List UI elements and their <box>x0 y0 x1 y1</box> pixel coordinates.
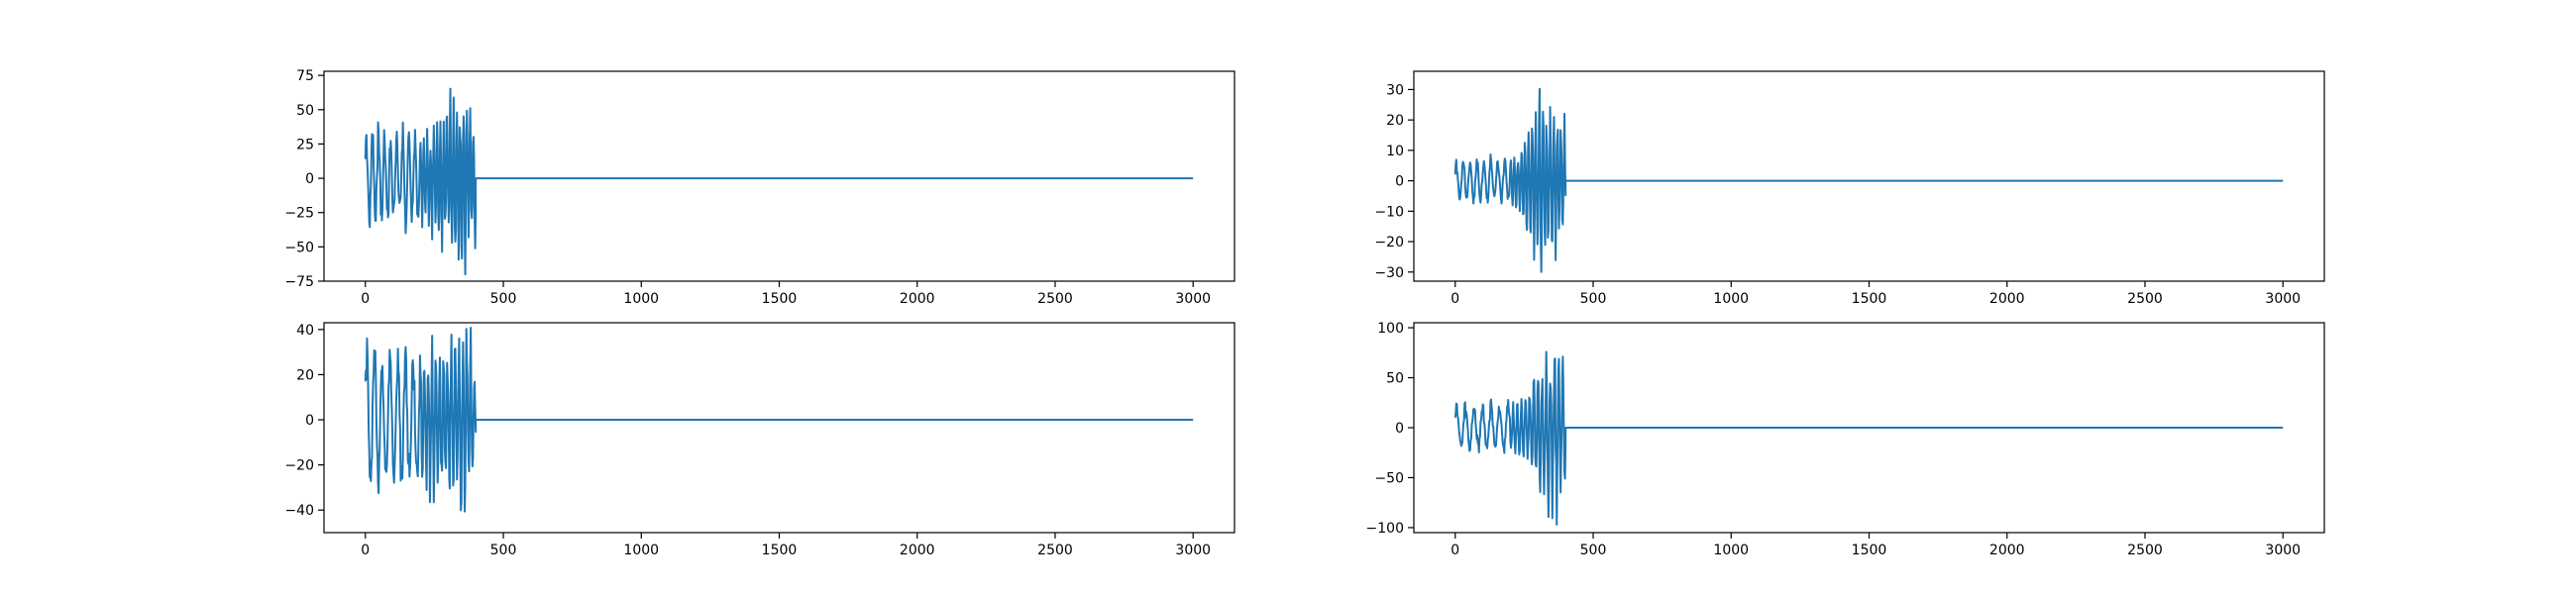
x-tick-label: 3000 <box>2265 291 2301 307</box>
x-tick-label: 1000 <box>623 291 659 307</box>
x-tick-label: 2000 <box>900 543 935 558</box>
x-tick-label: 1500 <box>762 543 798 558</box>
subplot-top-left: 0 500 1000 1500 2000 2500 3000 −75 −50 −25 0 25 50 75 <box>284 68 1235 307</box>
y-tick-label: 10 <box>1386 144 1404 159</box>
x-tick-label: 2000 <box>1989 543 2025 558</box>
y-tick-label: 20 <box>296 367 314 383</box>
y-tick-label: −20 <box>1374 235 1404 250</box>
x-tick-label: 0 <box>1450 291 1459 307</box>
series-line <box>364 326 1194 513</box>
y-tick-label: 50 <box>296 103 314 119</box>
x-tick-label: 0 <box>361 291 370 307</box>
x-tick-label: 0 <box>361 543 370 558</box>
x-tick-label: 1500 <box>762 291 798 307</box>
y-tick-label: 30 <box>1386 82 1404 98</box>
x-tick-label: 1000 <box>1713 291 1749 307</box>
x-tick-label: 2000 <box>900 291 935 307</box>
x-tick-label: 3000 <box>1175 291 1211 307</box>
y-tick-label: 100 <box>1377 321 1404 337</box>
y-tick-label: 0 <box>305 413 314 429</box>
y-tick-label: 40 <box>296 323 314 339</box>
y-tick-label: 0 <box>1395 421 1404 437</box>
y-tick-label: −40 <box>284 503 314 519</box>
subplot-bottom-right: 0 500 1000 1500 2000 2500 3000 −100 −50 0 50 100 <box>1366 321 2325 558</box>
y-tick-label: −100 <box>1366 521 1404 537</box>
y-tick-label: −75 <box>284 274 314 290</box>
x-tick-label: 500 <box>490 291 517 307</box>
x-tick-label: 2500 <box>2127 291 2163 307</box>
y-tick-label: 0 <box>305 171 314 187</box>
subplot-top-right: 0 500 1000 1500 2000 2500 3000 −30 −20 −10 0 10 20 30 <box>1374 70 2325 307</box>
x-tick-label: 2500 <box>1037 291 1073 307</box>
y-tick-label: −20 <box>284 458 314 474</box>
y-tick-label: −30 <box>1374 265 1404 281</box>
subplots-group: 0 500 1000 1500 2000 2500 3000−75−50−250255075… <box>284 68 2325 558</box>
y-tick-label: −50 <box>1374 470 1404 486</box>
y-tick-label: 75 <box>296 68 314 84</box>
x-tick-label: 1500 <box>1852 291 1887 307</box>
y-tick-label: 25 <box>296 137 314 152</box>
y-tick-label: −50 <box>284 240 314 255</box>
series-line <box>364 87 1194 276</box>
y-tick-label: −10 <box>1374 204 1404 220</box>
x-tick-label: 1000 <box>1713 543 1749 558</box>
x-tick-label: 3000 <box>2265 543 2301 558</box>
y-tick-label: 20 <box>1386 113 1404 129</box>
x-tick-label: 500 <box>1580 543 1607 558</box>
series-line <box>1453 87 2284 273</box>
y-tick-label: 50 <box>1386 371 1404 387</box>
x-tick-label: 2500 <box>2127 543 2163 558</box>
x-tick-label: 2500 <box>1037 543 1073 558</box>
y-tick-label: 0 <box>1395 174 1404 190</box>
subplot-bottom-left: 0 500 1000 1500 2000 2500 3000 −40 −20 0 20 40 <box>284 322 1235 558</box>
y-tick-label: −25 <box>284 206 314 222</box>
series-line <box>1453 350 2284 526</box>
x-tick-label: 1000 <box>623 543 659 558</box>
x-tick-label: 3000 <box>1175 543 1211 558</box>
x-tick-label: 2000 <box>1989 291 2025 307</box>
x-tick-label: 500 <box>1580 291 1607 307</box>
x-tick-label: 0 <box>1450 543 1459 558</box>
x-tick-label: 500 <box>490 543 517 558</box>
x-tick-label: 1500 <box>1852 543 1887 558</box>
